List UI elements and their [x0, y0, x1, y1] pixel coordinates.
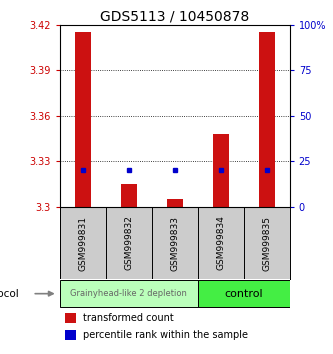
Text: transformed count: transformed count [83, 313, 174, 323]
Text: Grainyhead-like 2 depletion: Grainyhead-like 2 depletion [71, 289, 187, 298]
Text: percentile rank within the sample: percentile rank within the sample [83, 330, 248, 340]
Text: control: control [224, 289, 263, 299]
Text: GSM999834: GSM999834 [216, 216, 225, 270]
Bar [65, 313, 76, 323]
Bar [198, 280, 290, 307]
Text: GSM999833: GSM999833 [170, 216, 179, 270]
Bar [121, 184, 137, 207]
Text: GSM999835: GSM999835 [262, 216, 271, 270]
Bar [167, 199, 183, 207]
Bar [213, 134, 229, 207]
Text: GSM999831: GSM999831 [78, 216, 88, 270]
Bar [259, 32, 275, 207]
Title: GDS5113 / 10450878: GDS5113 / 10450878 [100, 10, 249, 24]
Text: GSM999832: GSM999832 [124, 216, 134, 270]
Text: protocol: protocol [0, 289, 19, 299]
Bar [75, 32, 91, 207]
Bar [60, 280, 198, 307]
Bar [65, 330, 76, 340]
